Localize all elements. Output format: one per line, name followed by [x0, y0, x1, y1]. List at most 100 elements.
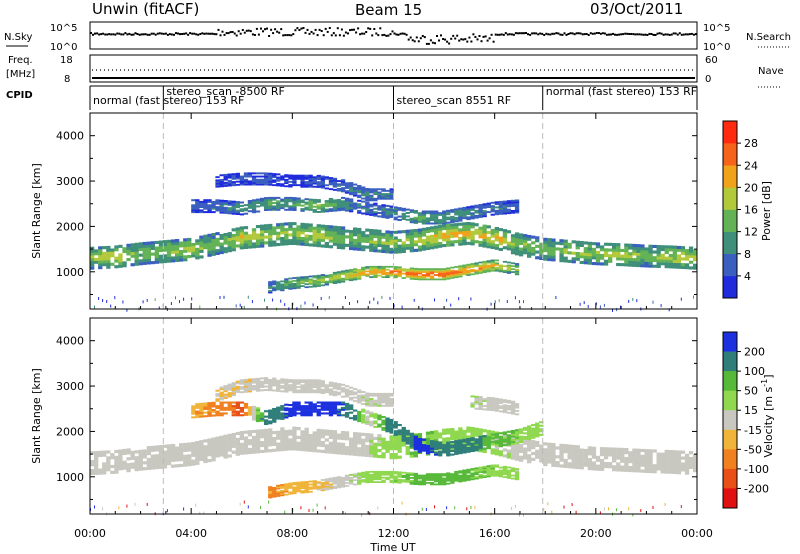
- heatmap-cell: [660, 461, 665, 465]
- heatmap-cell: [268, 489, 273, 491]
- heatmap-cell: [684, 266, 690, 270]
- heatmap-cell: [381, 437, 386, 441]
- heatmap-cell: [486, 204, 491, 207]
- heatmap-cell: [231, 202, 236, 205]
- heatmap-cell: [199, 235, 204, 239]
- ground-scatter-cell: [219, 296, 221, 299]
- heatmap-cell: [288, 413, 293, 416]
- heatmap-cell: [215, 405, 220, 408]
- heatmap-cell: [587, 253, 592, 257]
- heatmap-cell: [438, 219, 443, 222]
- heatmap-cell: [425, 431, 431, 435]
- heatmap-cell: [300, 242, 305, 246]
- heatmap-cell: [636, 244, 641, 248]
- heatmap-cell: [183, 238, 188, 242]
- heatmap-cell: [486, 445, 491, 448]
- nsky-sample: [510, 33, 513, 36]
- heatmap-cell: [332, 181, 338, 183]
- heatmap-cell: [559, 449, 564, 453]
- heatmap-cell: [340, 280, 346, 283]
- heatmap-cell: [450, 480, 455, 483]
- heatmap-cell: [235, 183, 240, 186]
- heatmap-cell: [599, 447, 605, 451]
- heatmap-cell: [288, 180, 293, 183]
- heatmap-cell: [462, 449, 467, 452]
- nsky-sample: [484, 35, 487, 38]
- heatmap-cell: [514, 240, 520, 244]
- heatmap-cell: [235, 437, 240, 441]
- heatmap-cell: [166, 239, 172, 243]
- heatmap-cell: [466, 470, 471, 473]
- heatmap-cell: [385, 478, 390, 481]
- heatmap-cell: [442, 278, 447, 281]
- heatmap-cell: [308, 278, 313, 281]
- heatmap-cell: [462, 242, 467, 246]
- heatmap-cell: [272, 417, 277, 420]
- heatmap-cell: [450, 243, 455, 247]
- heatmap-cell: [247, 201, 253, 204]
- heatmap-cell: [531, 446, 536, 450]
- heatmap-cell: [292, 382, 297, 385]
- heatmap-cell: [506, 212, 512, 215]
- heatmap-cell: [260, 441, 265, 445]
- heatmap-cell: [292, 379, 297, 382]
- heatmap-cell: [336, 410, 342, 413]
- heatmap-cell: [478, 235, 483, 239]
- heatmap-cell: [474, 269, 479, 272]
- heatmap-cell: [628, 246, 633, 250]
- heatmap-cell: [405, 442, 410, 445]
- heatmap-cell: [316, 434, 321, 438]
- heatmap-cell: [498, 469, 503, 472]
- heatmap-cell: [272, 198, 277, 201]
- heatmap-cell: [458, 211, 463, 213]
- heatmap-cell: [170, 242, 176, 246]
- heatmap-cell: [389, 470, 394, 473]
- heatmap-cell: [203, 448, 208, 452]
- heatmap-cell: [191, 254, 196, 258]
- heatmap-cell: [353, 396, 358, 399]
- nsky-sample: [332, 32, 335, 35]
- heatmap-cell: [636, 258, 641, 262]
- heatmap-cell: [454, 211, 459, 214]
- heatmap-cell: [304, 430, 309, 434]
- nsky-sample: [237, 30, 240, 33]
- heatmap-cell: [446, 478, 451, 481]
- heatmap-cell: [280, 177, 285, 179]
- heatmap-cell: [191, 405, 196, 408]
- heatmap-cell: [555, 464, 560, 468]
- heatmap-cell: [211, 410, 216, 413]
- heatmap-cell: [268, 284, 273, 286]
- heatmap-cell: [454, 440, 459, 443]
- colorbar-tick-label: 12: [744, 226, 758, 239]
- heatmap-cell: [421, 441, 427, 445]
- heatmap-cell: [518, 428, 524, 431]
- heatmap-cell: [377, 394, 382, 397]
- heatmap-cell: [628, 451, 633, 455]
- heatmap-cell: [369, 424, 374, 427]
- heatmap-cell: [264, 434, 269, 438]
- heatmap-cell: [340, 270, 346, 273]
- heatmap-cell: [191, 453, 196, 457]
- heatmap-cell: [417, 450, 423, 453]
- heatmap-cell: [369, 265, 374, 268]
- heatmap-cell: [122, 250, 127, 254]
- heatmap-cell: [344, 207, 350, 210]
- heatmap-cell: [450, 272, 455, 275]
- heatmap-cell: [389, 472, 394, 475]
- heatmap-cell: [389, 479, 394, 482]
- heatmap-cell: [227, 387, 232, 389]
- heatmap-cell: [688, 465, 694, 469]
- heatmap-cell: [470, 475, 475, 478]
- heatmap-cell: [308, 381, 313, 383]
- heatmap-cell: [328, 405, 334, 408]
- heatmap-cell: [243, 442, 249, 446]
- heatmap-cell: [292, 179, 297, 182]
- heatmap-cell: [215, 181, 220, 183]
- heatmap-cell: [272, 420, 277, 423]
- heatmap-cell: [397, 272, 402, 275]
- heatmap-cell: [296, 242, 301, 246]
- heatmap-cell: [239, 401, 244, 404]
- heatmap-cell: [458, 479, 463, 481]
- heatmap-cell: [243, 451, 249, 455]
- heatmap-cell: [551, 238, 556, 242]
